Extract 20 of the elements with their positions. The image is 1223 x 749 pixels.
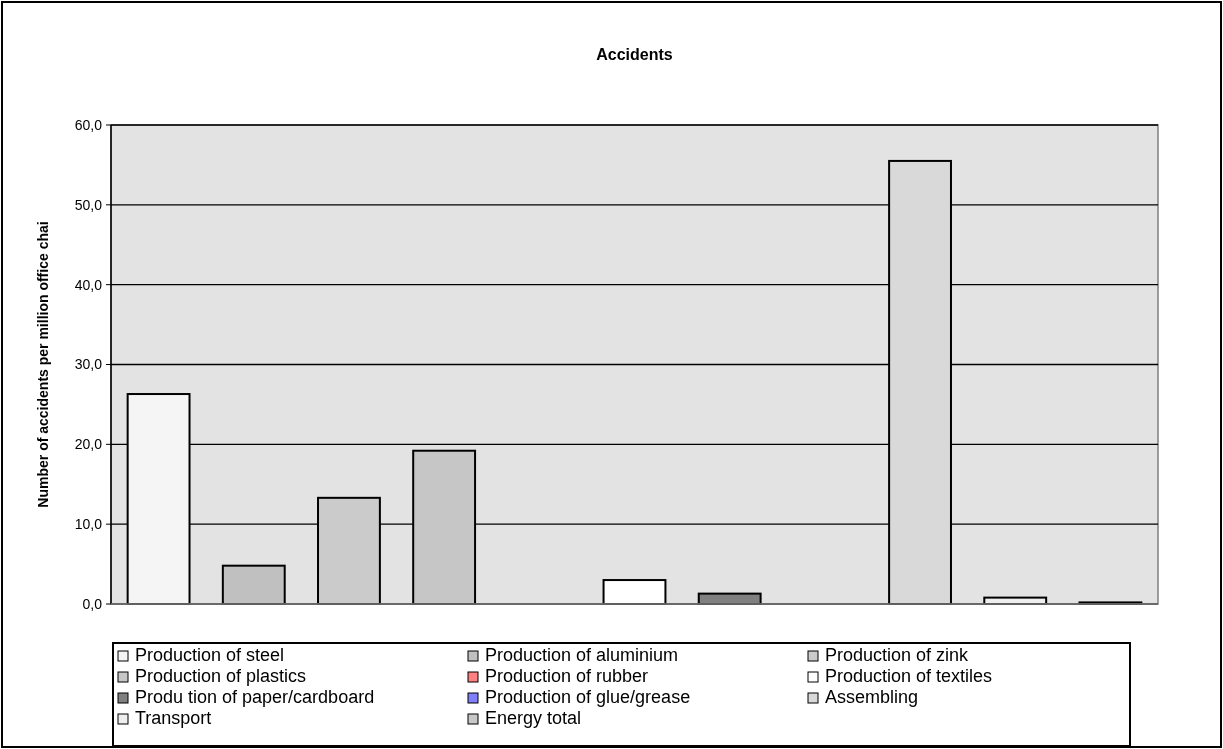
y-axis-title: Number of accidents per million office chai <box>35 221 51 508</box>
y-tick-label: 0,0 <box>82 595 103 612</box>
legend-label: Assembling <box>825 687 919 707</box>
y-tick-label: 10,0 <box>74 516 103 533</box>
legend-label: Transport <box>135 708 212 728</box>
legend-label: Production of aluminium <box>485 645 679 665</box>
y-tick-label: 20,0 <box>74 436 103 453</box>
legend-label: Production of plastics <box>135 666 307 686</box>
legend-label: Production of rubber <box>485 666 649 686</box>
y-tick-label: 60,0 <box>74 116 103 133</box>
y-tick-label: 30,0 <box>74 356 103 373</box>
legend-label: Production of glue/grease <box>485 687 691 707</box>
chart-title: Accidents <box>596 46 673 63</box>
legend-label: Production of steel <box>135 645 285 665</box>
y-tick-label: 50,0 <box>74 196 103 213</box>
legend-label: Energy total <box>485 708 582 728</box>
legend-label: Produ tion of paper/cardboard <box>135 687 375 707</box>
y-tick-label: 40,0 <box>74 276 103 293</box>
legend-label: Production of textiles <box>825 666 993 686</box>
legend-label: Production of zink <box>825 645 970 665</box>
